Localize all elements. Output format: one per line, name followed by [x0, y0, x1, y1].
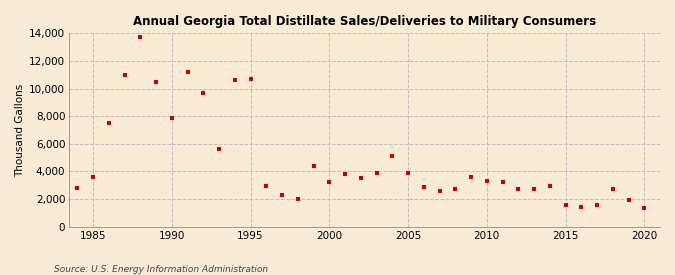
Point — [88, 175, 99, 179]
Point — [560, 203, 571, 207]
Point — [277, 192, 288, 197]
Point — [434, 188, 445, 193]
Point — [214, 147, 225, 152]
Point — [356, 176, 367, 180]
Point — [245, 77, 256, 81]
Point — [591, 203, 602, 207]
Point — [608, 186, 618, 191]
Point — [371, 170, 382, 175]
Point — [576, 205, 587, 210]
Point — [72, 186, 83, 190]
Point — [513, 187, 524, 191]
Point — [466, 175, 477, 179]
Point — [151, 79, 161, 84]
Point — [308, 164, 319, 168]
Point — [261, 184, 272, 188]
Point — [292, 197, 303, 201]
Point — [623, 198, 634, 203]
Y-axis label: Thousand Gallons: Thousand Gallons — [15, 83, 25, 177]
Point — [639, 206, 649, 210]
Text: Source: U.S. Energy Information Administration: Source: U.S. Energy Information Administ… — [54, 265, 268, 274]
Point — [340, 172, 350, 176]
Point — [418, 184, 429, 189]
Point — [230, 78, 240, 82]
Point — [167, 115, 178, 120]
Point — [324, 180, 335, 185]
Point — [103, 121, 114, 125]
Point — [387, 154, 398, 158]
Point — [135, 35, 146, 40]
Point — [198, 90, 209, 95]
Point — [544, 184, 555, 188]
Point — [481, 179, 492, 183]
Title: Annual Georgia Total Distillate Sales/Deliveries to Military Consumers: Annual Georgia Total Distillate Sales/De… — [133, 15, 596, 28]
Point — [182, 70, 193, 74]
Point — [119, 73, 130, 77]
Point — [497, 180, 508, 185]
Point — [529, 187, 539, 191]
Point — [402, 170, 413, 175]
Point — [450, 187, 460, 191]
